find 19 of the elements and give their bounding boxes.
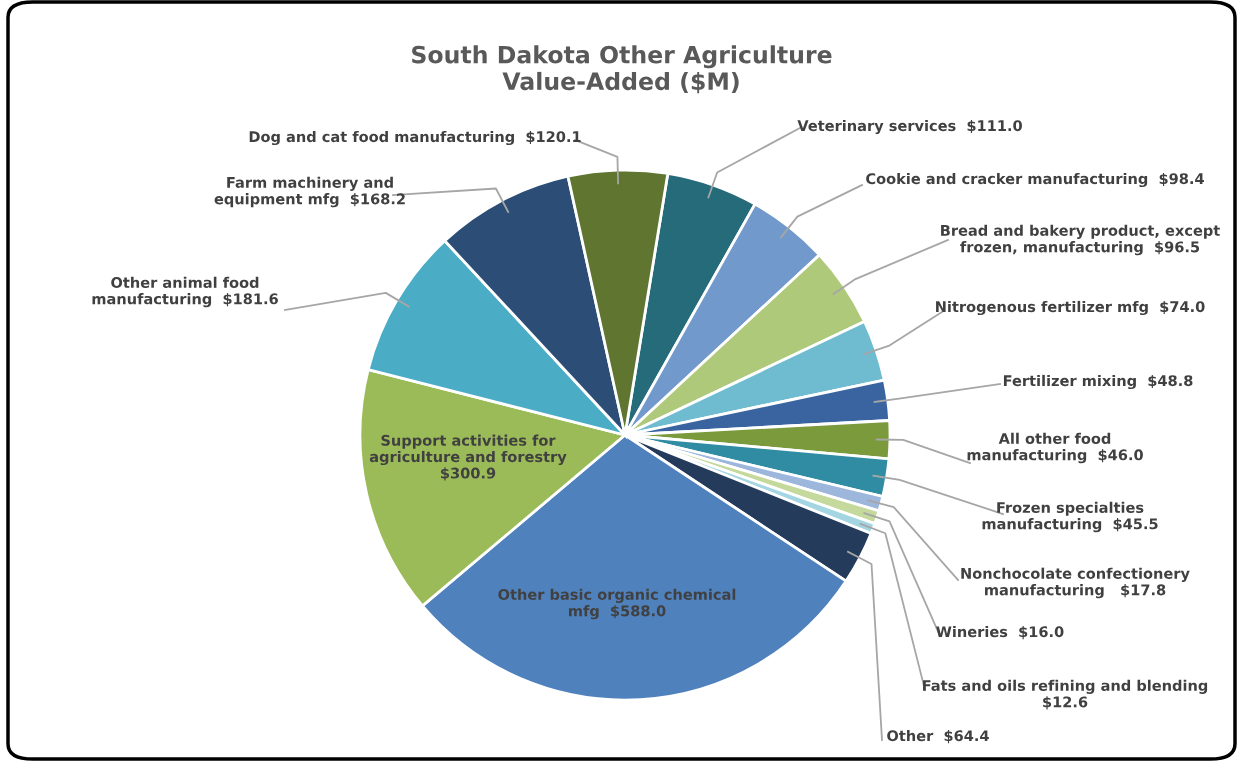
slice-label: Cookie and cracker manufacturing $98.4 (866, 172, 1204, 188)
slice-label: Fats and oils refining and blending (923, 679, 1208, 694)
slice-label: Support activities for agriculture and forestry (369, 434, 567, 466)
slice-label: Nonchocolate confectionery manufacturing $17.8 (961, 567, 1190, 599)
slice-label: All other food manufacturing $46.0 (967, 432, 1143, 464)
slice-label: Wineries $16.0 (936, 625, 1064, 640)
data-label: $300.9 (441, 467, 496, 481)
slice-label: Other $64.4 (887, 729, 989, 744)
slice-label: Bread and bakery product, except frozen, manufacturing $96.5 (941, 224, 1220, 256)
slice-label: Other animal food manufacturing $181.6 (92, 276, 278, 308)
slice-label: Frozen specialties manufacturing $45.5 (982, 501, 1158, 533)
slice-label: Farm machinery and equipment mfg $168.2 (214, 176, 405, 208)
slice-label: Veterinary services $111.0 (797, 119, 1022, 135)
chart-title: South Dakota Other Agriculture Value-Added ($M) (412, 45, 832, 94)
slice-label: Dog and cat food manufacturing $120.1 (249, 130, 581, 146)
slice-label: Fertilizer mixing $48.8 (1003, 374, 1193, 390)
data-label: $12.6 (1043, 696, 1088, 710)
slice-label: Nitrogenous fertilizer mfg $74.0 (936, 300, 1205, 316)
slice-label: Other basic organic chemical mfg $588.0 (498, 588, 736, 620)
